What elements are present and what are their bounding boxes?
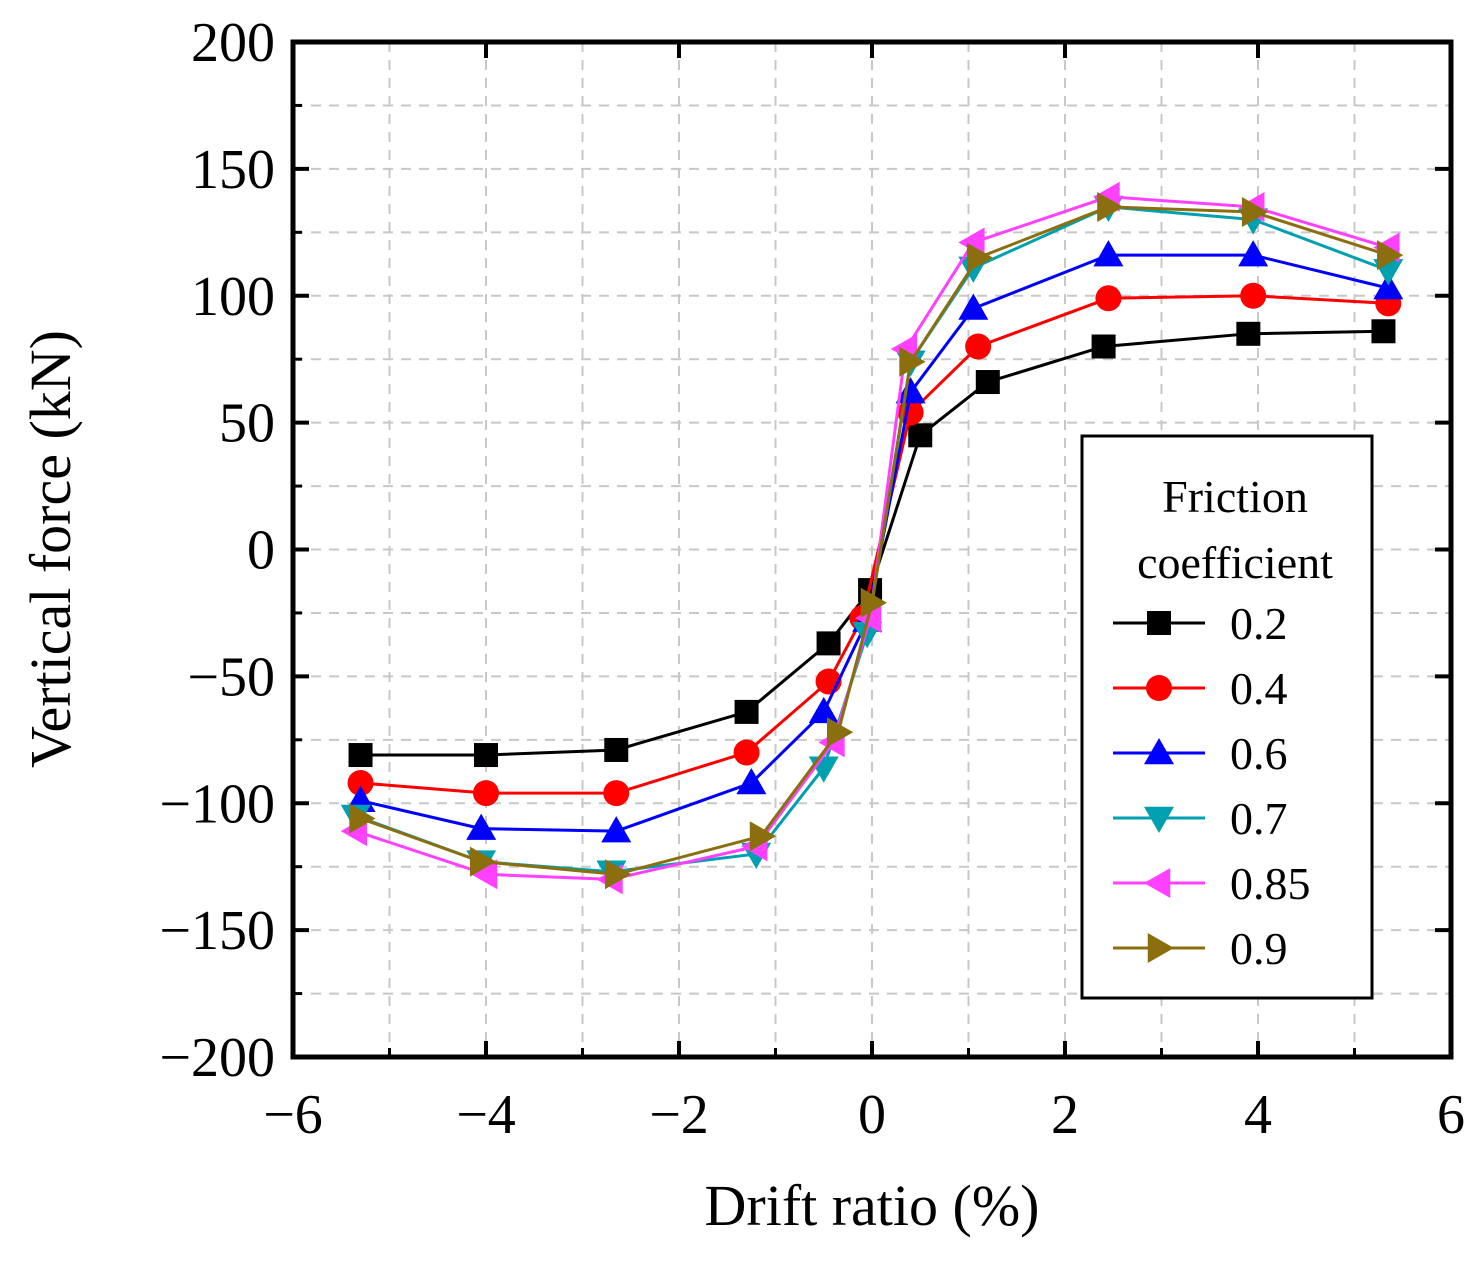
legend-marker (1144, 738, 1174, 765)
data-point (1373, 273, 1404, 300)
y-tick-label: 0 (247, 520, 275, 582)
data-point (808, 696, 839, 724)
data-point (1095, 285, 1122, 312)
data-point (1240, 282, 1267, 309)
legend-entry-0.2: 0.2 (1113, 598, 1288, 649)
y-tick-label: −100 (159, 773, 275, 835)
y-tick-label: −150 (159, 900, 275, 962)
series-0.9 (349, 191, 1404, 890)
data-point (816, 631, 841, 656)
legend: Friction coefficient 0.2 0.4 0.6 0.7 0.85 0.9 (1080, 434, 1374, 1000)
y-tick-label: 100 (191, 266, 275, 328)
data-point (1236, 321, 1261, 346)
legend-title-line2: coefficient (1137, 537, 1333, 588)
data-point (471, 859, 498, 890)
legend-marker (1146, 675, 1172, 701)
x-tick-label: −4 (456, 1084, 516, 1146)
legend-entry-0.85: 0.85 (1113, 858, 1311, 909)
x-tick-label: −6 (263, 1084, 323, 1146)
axis-ticks (291, 40, 1453, 1059)
legend-label: 0.9 (1230, 923, 1288, 974)
legend-entries: 0.2 0.4 0.6 0.7 0.85 0.9 (1113, 598, 1311, 974)
legend-label: 0.7 (1230, 793, 1288, 844)
x-tick-label: 4 (1244, 1084, 1272, 1146)
data-point (347, 769, 374, 796)
data-point (1241, 197, 1269, 228)
legend-label: 0.6 (1230, 728, 1288, 779)
data-point (895, 377, 926, 404)
data-point (1091, 334, 1116, 359)
data-point (601, 816, 632, 843)
legend-title-line1: Friction (1162, 471, 1308, 522)
y-tick-label: 200 (191, 12, 275, 74)
y-tick-label: −200 (159, 1027, 275, 1089)
data-point (1238, 240, 1269, 267)
data-point (899, 346, 926, 377)
data-point (349, 803, 376, 834)
x-axis-title: Drift ratio (%) (705, 1173, 1040, 1238)
data-point (975, 370, 1000, 395)
series-layer (340, 181, 1404, 895)
data-point (860, 587, 887, 618)
data-point (749, 821, 777, 852)
legend-marker (1147, 611, 1171, 635)
data-point (966, 242, 994, 273)
legend-label: 0.85 (1230, 858, 1311, 909)
data-point (473, 780, 499, 807)
legend-entry-0.4: 0.4 (1113, 663, 1288, 714)
y-axis-title: Vertical force (kN) (18, 330, 83, 768)
x-tick-label: 2 (1051, 1084, 1079, 1146)
legend-marker (1144, 868, 1171, 898)
data-point (474, 743, 498, 768)
x-tick-label: 6 (1437, 1084, 1465, 1146)
data-point (348, 743, 373, 768)
data-point (604, 737, 629, 762)
legend-entry-0.6: 0.6 (1113, 728, 1288, 779)
y-tick-label: −50 (187, 646, 275, 708)
data-point (605, 859, 632, 890)
data-point (826, 717, 854, 748)
tick-labels: −6 −4 −2 0 2 4 6 −200 −150 −100 −50 0 50 100 150 200 (159, 12, 1465, 1146)
data-point (965, 333, 992, 360)
legend-entry-0.9: 0.9 (1113, 923, 1288, 974)
y-tick-label: 150 (191, 139, 275, 201)
data-point (733, 739, 760, 766)
x-tick-label: −2 (649, 1084, 709, 1146)
legend-marker (1144, 806, 1174, 833)
data-point (1377, 240, 1404, 271)
y-tick-label: 50 (219, 393, 275, 455)
data-point (958, 293, 989, 320)
data-point (1371, 319, 1396, 344)
data-point (734, 699, 759, 724)
data-point (466, 813, 497, 840)
data-point (1093, 240, 1124, 267)
data-point (736, 767, 767, 795)
x-tick-label: 0 (858, 1084, 886, 1146)
data-point (908, 423, 933, 448)
data-point (1097, 191, 1124, 222)
legend-label: 0.4 (1230, 663, 1288, 714)
legend-box (1080, 434, 1374, 1000)
legend-marker (1147, 933, 1174, 963)
legend-label: 0.2 (1230, 598, 1288, 649)
legend-entry-0.7: 0.7 (1113, 793, 1288, 844)
data-point (469, 846, 497, 877)
data-point (603, 780, 630, 807)
